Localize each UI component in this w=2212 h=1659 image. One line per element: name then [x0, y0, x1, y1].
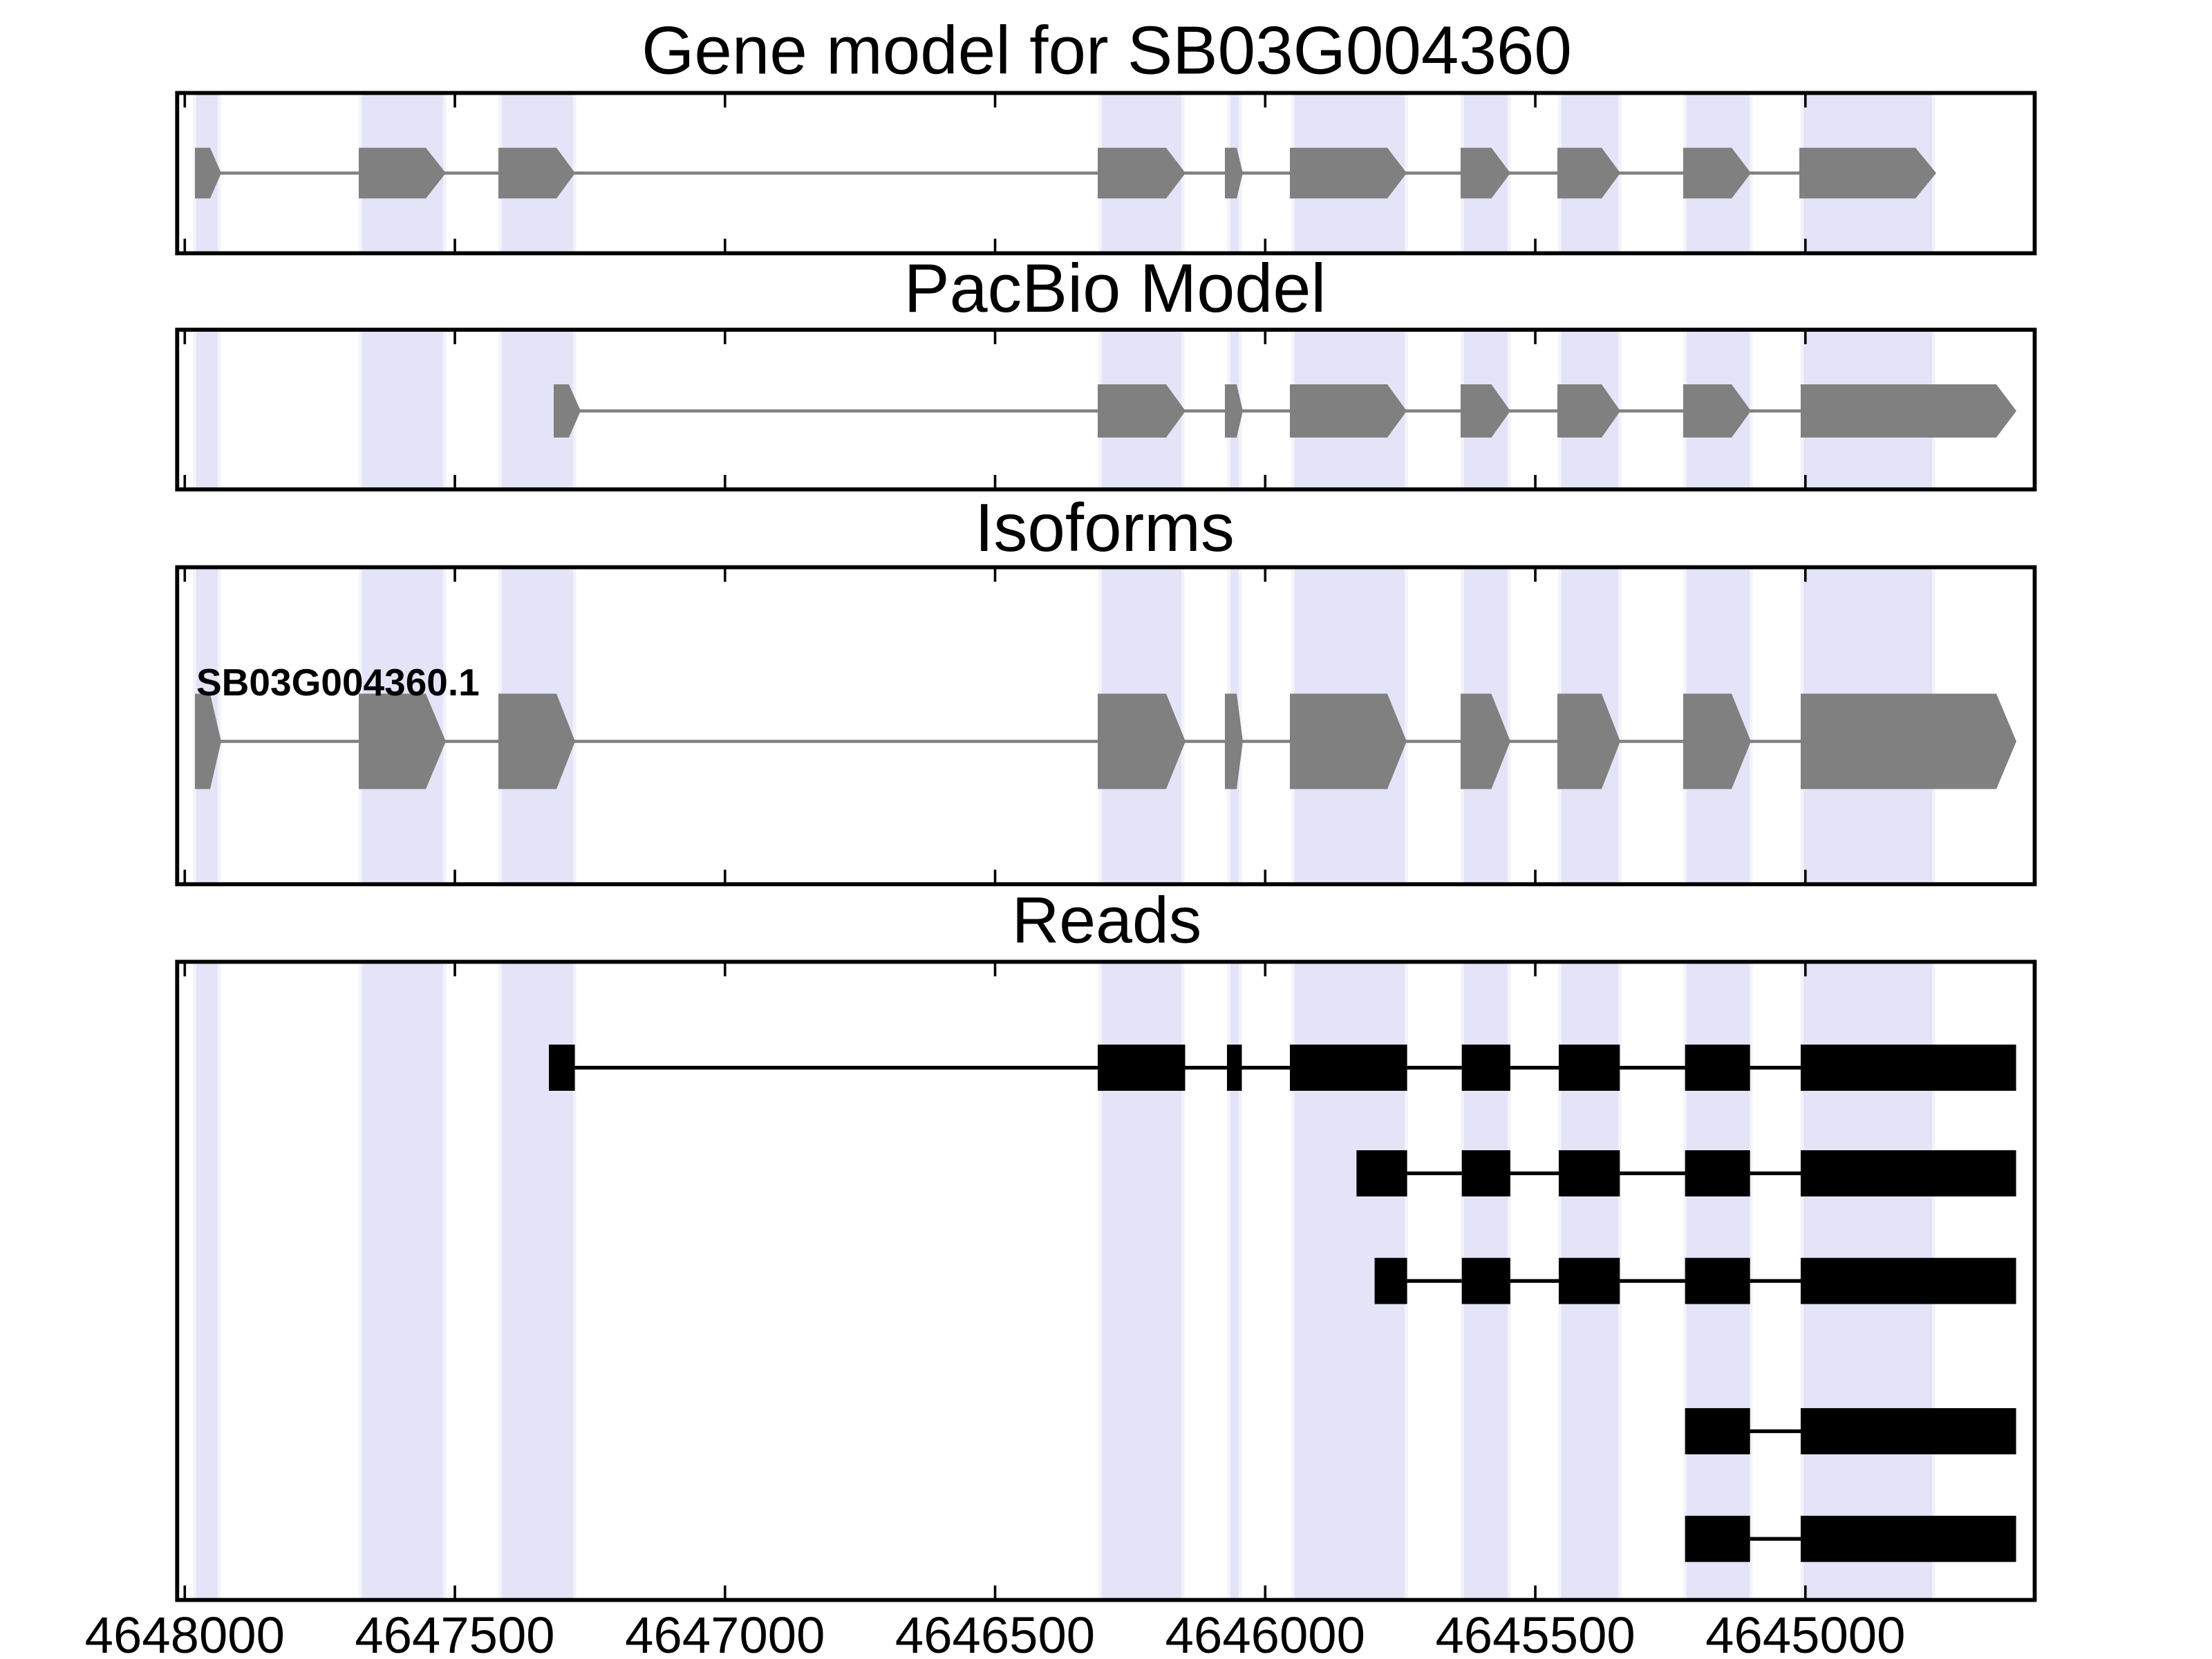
svg-text:Reads: Reads — [1012, 884, 1202, 957]
svg-text:SB03G004360.1: SB03G004360.1 — [196, 661, 480, 704]
svg-text:4648000: 4648000 — [85, 1606, 285, 1659]
svg-text:4645500: 4645500 — [1435, 1606, 1635, 1659]
svg-text:4647000: 4647000 — [625, 1606, 825, 1659]
svg-text:PacBio Model: PacBio Model — [904, 250, 1327, 326]
svg-text:4645000: 4645000 — [1705, 1606, 1905, 1659]
svg-text:Gene model for SB03G004360: Gene model for SB03G004360 — [641, 12, 1572, 88]
svg-text:4647500: 4647500 — [355, 1606, 554, 1659]
svg-text:Isoforms: Isoforms — [975, 489, 1235, 565]
svg-text:4646500: 4646500 — [895, 1606, 1095, 1659]
svg-text:4646000: 4646000 — [1165, 1606, 1365, 1659]
